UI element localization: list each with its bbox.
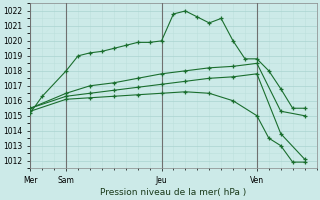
X-axis label: Pression niveau de la mer( hPa ): Pression niveau de la mer( hPa ) bbox=[100, 188, 247, 197]
